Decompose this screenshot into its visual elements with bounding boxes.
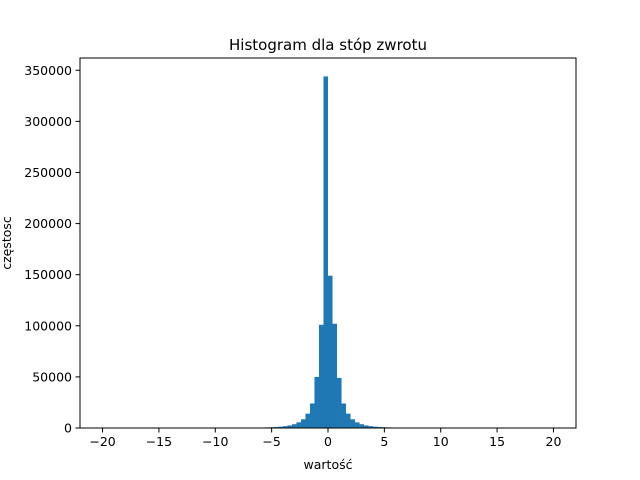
histogram-bar [341,403,347,428]
histogram-bar [314,376,319,428]
x-axis-label: wartość [304,457,353,472]
histogram-bar [373,426,378,428]
histogram-bar [296,422,301,428]
histogram-bar [337,377,342,428]
histogram-bar [368,426,374,428]
histogram-bar [359,424,365,428]
x-tick-label: 20 [546,434,562,449]
y-tick-label: 300000 [24,114,72,129]
y-axis-ticks: 0 50000 100000 150000 200000 250000 300000 3500… [24,63,80,436]
histogram-bar [287,425,292,428]
histogram-bar [332,323,338,428]
plot-frame [79,57,577,429]
x-tick-label: −5 [262,434,280,449]
x-tick-label: −15 [146,434,172,449]
y-tick-label: 250000 [24,165,72,180]
y-tick-label: 150000 [24,267,72,282]
histogram-bar [377,426,383,428]
x-tick-label: −20 [89,434,115,449]
y-tick-label: 200000 [24,216,72,231]
x-axis-ticks: −20 −15 −10 −5 0 5 10 15 20 [89,428,561,449]
histogram-bar [282,426,288,428]
y-tick-label: 0 [64,421,72,436]
x-tick-label: 10 [433,434,449,449]
histogram-bar [291,424,297,428]
histogram-bar [305,413,310,428]
x-tick-label: 5 [380,434,388,449]
histogram-bar [309,403,315,428]
y-axis-label: częstosc [0,216,14,270]
x-tick-label: 15 [489,434,505,449]
y-tick-label: 100000 [24,318,72,333]
x-tick-label: 0 [324,434,332,449]
histogram-bar [364,425,369,428]
x-tick-label: −10 [202,434,228,449]
histogram-bar [350,419,356,428]
histogram-bar [355,422,360,428]
chart-title: Histogram dla stóp zwrotu [229,36,427,54]
y-tick-label: 350000 [24,63,72,78]
histogram-bar [323,76,328,429]
histogram-bar [300,419,306,428]
histogram-bar [318,324,324,428]
histogram-bar [278,426,283,428]
histogram-bar [346,413,351,428]
y-tick-label: 50000 [32,369,72,384]
histogram-bar [273,426,279,428]
histogram-bar [328,275,333,428]
